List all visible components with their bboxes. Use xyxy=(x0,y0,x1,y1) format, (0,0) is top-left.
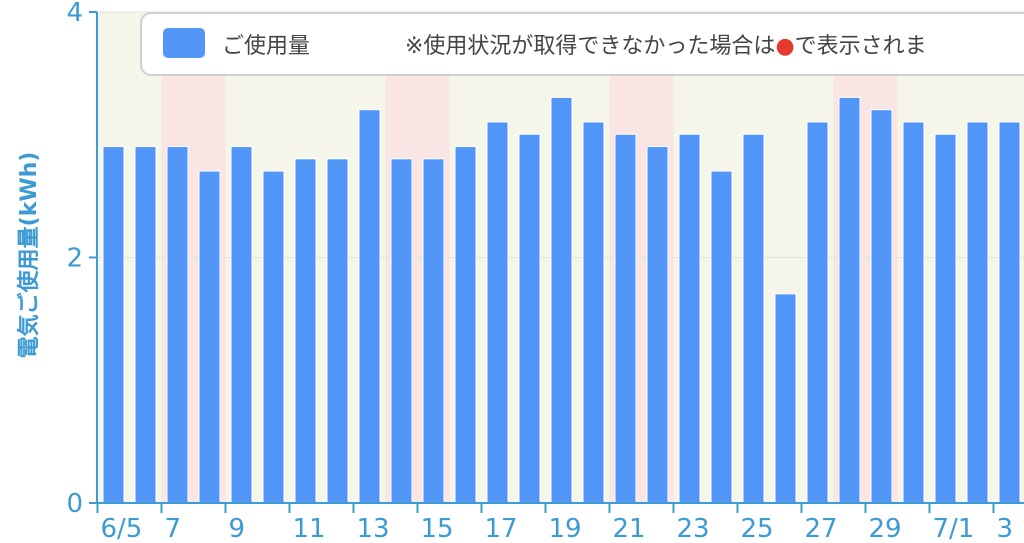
bar xyxy=(935,134,956,503)
x-tick-label: 6/5 xyxy=(101,514,143,543)
bar xyxy=(167,147,188,503)
x-tick-label: 7/1 xyxy=(933,514,975,543)
bar xyxy=(551,97,572,504)
bar xyxy=(135,147,156,503)
y-tick-label: 2 xyxy=(66,244,83,274)
bar xyxy=(263,171,284,503)
x-tick-label: 27 xyxy=(805,514,838,543)
legend-note: ※使用状況が取得できなかった場合は●で表示されま xyxy=(405,34,927,59)
x-tick-label: 13 xyxy=(357,514,390,543)
missing-marker-icon: ● xyxy=(775,34,794,59)
bar xyxy=(327,159,348,504)
bar xyxy=(519,134,540,503)
x-tick-label: 29 xyxy=(869,514,902,543)
bar xyxy=(839,97,860,504)
tick-labels: 0 2 4 6/5 7 9 11 13 15 17 19 21 23 25 27 29 7/1 3 xyxy=(66,0,1013,543)
x-tick-label: 9 xyxy=(229,514,246,543)
bar xyxy=(615,134,636,503)
legend-box xyxy=(140,12,1024,76)
y-tick-label: 0 xyxy=(66,489,83,519)
bar xyxy=(711,171,732,503)
bar xyxy=(231,147,252,503)
bar xyxy=(967,122,988,503)
bar xyxy=(455,147,476,503)
x-tick-label: 23 xyxy=(677,514,710,543)
legend-swatch xyxy=(163,28,205,58)
x-tick-label: 19 xyxy=(549,514,582,543)
bar xyxy=(423,159,444,504)
bar xyxy=(871,110,892,503)
bar xyxy=(775,294,796,503)
bar xyxy=(295,159,316,504)
bar xyxy=(487,122,508,503)
bar xyxy=(583,122,604,503)
bar xyxy=(903,122,924,503)
legend-note-suffix: で表示されま xyxy=(795,34,927,59)
x-tick-label: 7 xyxy=(165,514,182,543)
bar xyxy=(743,134,764,503)
axes xyxy=(89,11,1024,513)
x-tick-label: 21 xyxy=(613,514,646,543)
bar xyxy=(199,171,220,503)
bar xyxy=(807,122,828,503)
bar xyxy=(359,110,380,503)
x-tick-label: 11 xyxy=(293,514,326,543)
x-tick-label: 17 xyxy=(485,514,518,543)
x-tick-label: 25 xyxy=(741,514,774,543)
bar xyxy=(679,134,700,503)
legend-note-prefix: ※使用状況が取得できなかった場合は xyxy=(405,34,775,59)
bar xyxy=(103,147,124,503)
bar xyxy=(391,159,412,504)
bar xyxy=(647,147,668,503)
legend: ご使用量 ※使用状況が取得できなかった場合は●で表示されま xyxy=(140,12,1024,76)
bar xyxy=(999,122,1020,503)
x-tick-label: 15 xyxy=(421,514,454,543)
y-axis-label: 電気ご使用量(kWh) xyxy=(16,152,42,359)
y-tick-label: 4 xyxy=(66,0,83,28)
legend-series-label: ご使用量 xyxy=(222,34,310,59)
bars xyxy=(102,96,1021,504)
x-tick-label: 3 xyxy=(997,514,1014,543)
